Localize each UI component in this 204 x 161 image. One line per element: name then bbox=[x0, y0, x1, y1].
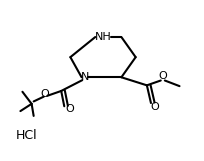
Text: O: O bbox=[159, 71, 167, 81]
Text: HCl: HCl bbox=[16, 129, 37, 142]
Text: O: O bbox=[65, 104, 74, 114]
Text: N: N bbox=[80, 72, 89, 82]
Text: NH: NH bbox=[95, 32, 111, 42]
Text: O: O bbox=[41, 89, 49, 99]
Text: O: O bbox=[150, 102, 159, 112]
